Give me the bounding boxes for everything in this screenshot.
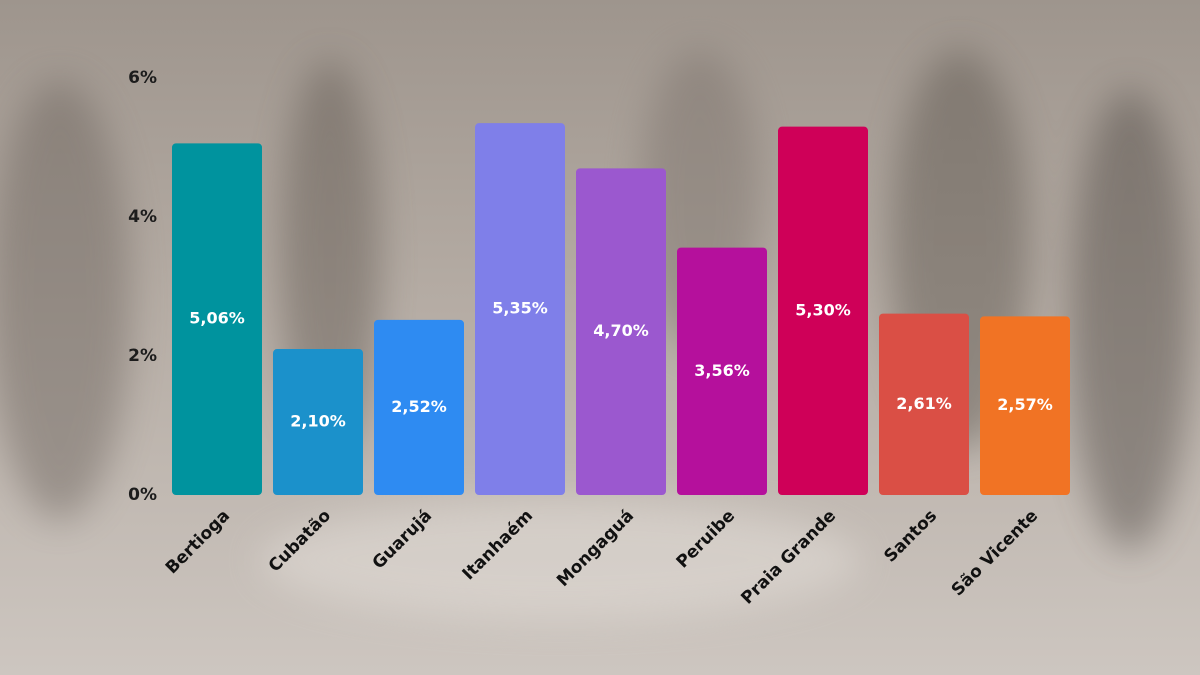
value-label: 2,52% [391, 397, 447, 416]
y-tick-label: 0% [128, 485, 157, 505]
background-photo [0, 50, 1190, 620]
y-tick-label: 2% [128, 346, 157, 366]
y-tick-label: 6% [128, 68, 157, 88]
value-label: 5,06% [189, 309, 245, 328]
bar [576, 168, 666, 495]
bar [677, 247, 767, 495]
bar [273, 349, 363, 495]
value-label: 3,56% [694, 361, 750, 380]
value-label: 2,57% [997, 395, 1053, 414]
bar [374, 319, 464, 495]
bar [980, 316, 1070, 495]
value-label: 2,61% [896, 394, 952, 413]
value-label: 5,30% [795, 300, 851, 319]
bar [778, 126, 868, 496]
y-tick-label: 4% [128, 207, 157, 227]
bar [172, 143, 262, 495]
bar [879, 313, 969, 495]
value-label: 4,70% [593, 321, 649, 340]
bar [475, 123, 565, 496]
value-label: 2,10% [290, 412, 346, 431]
value-label: 5,35% [492, 299, 548, 318]
